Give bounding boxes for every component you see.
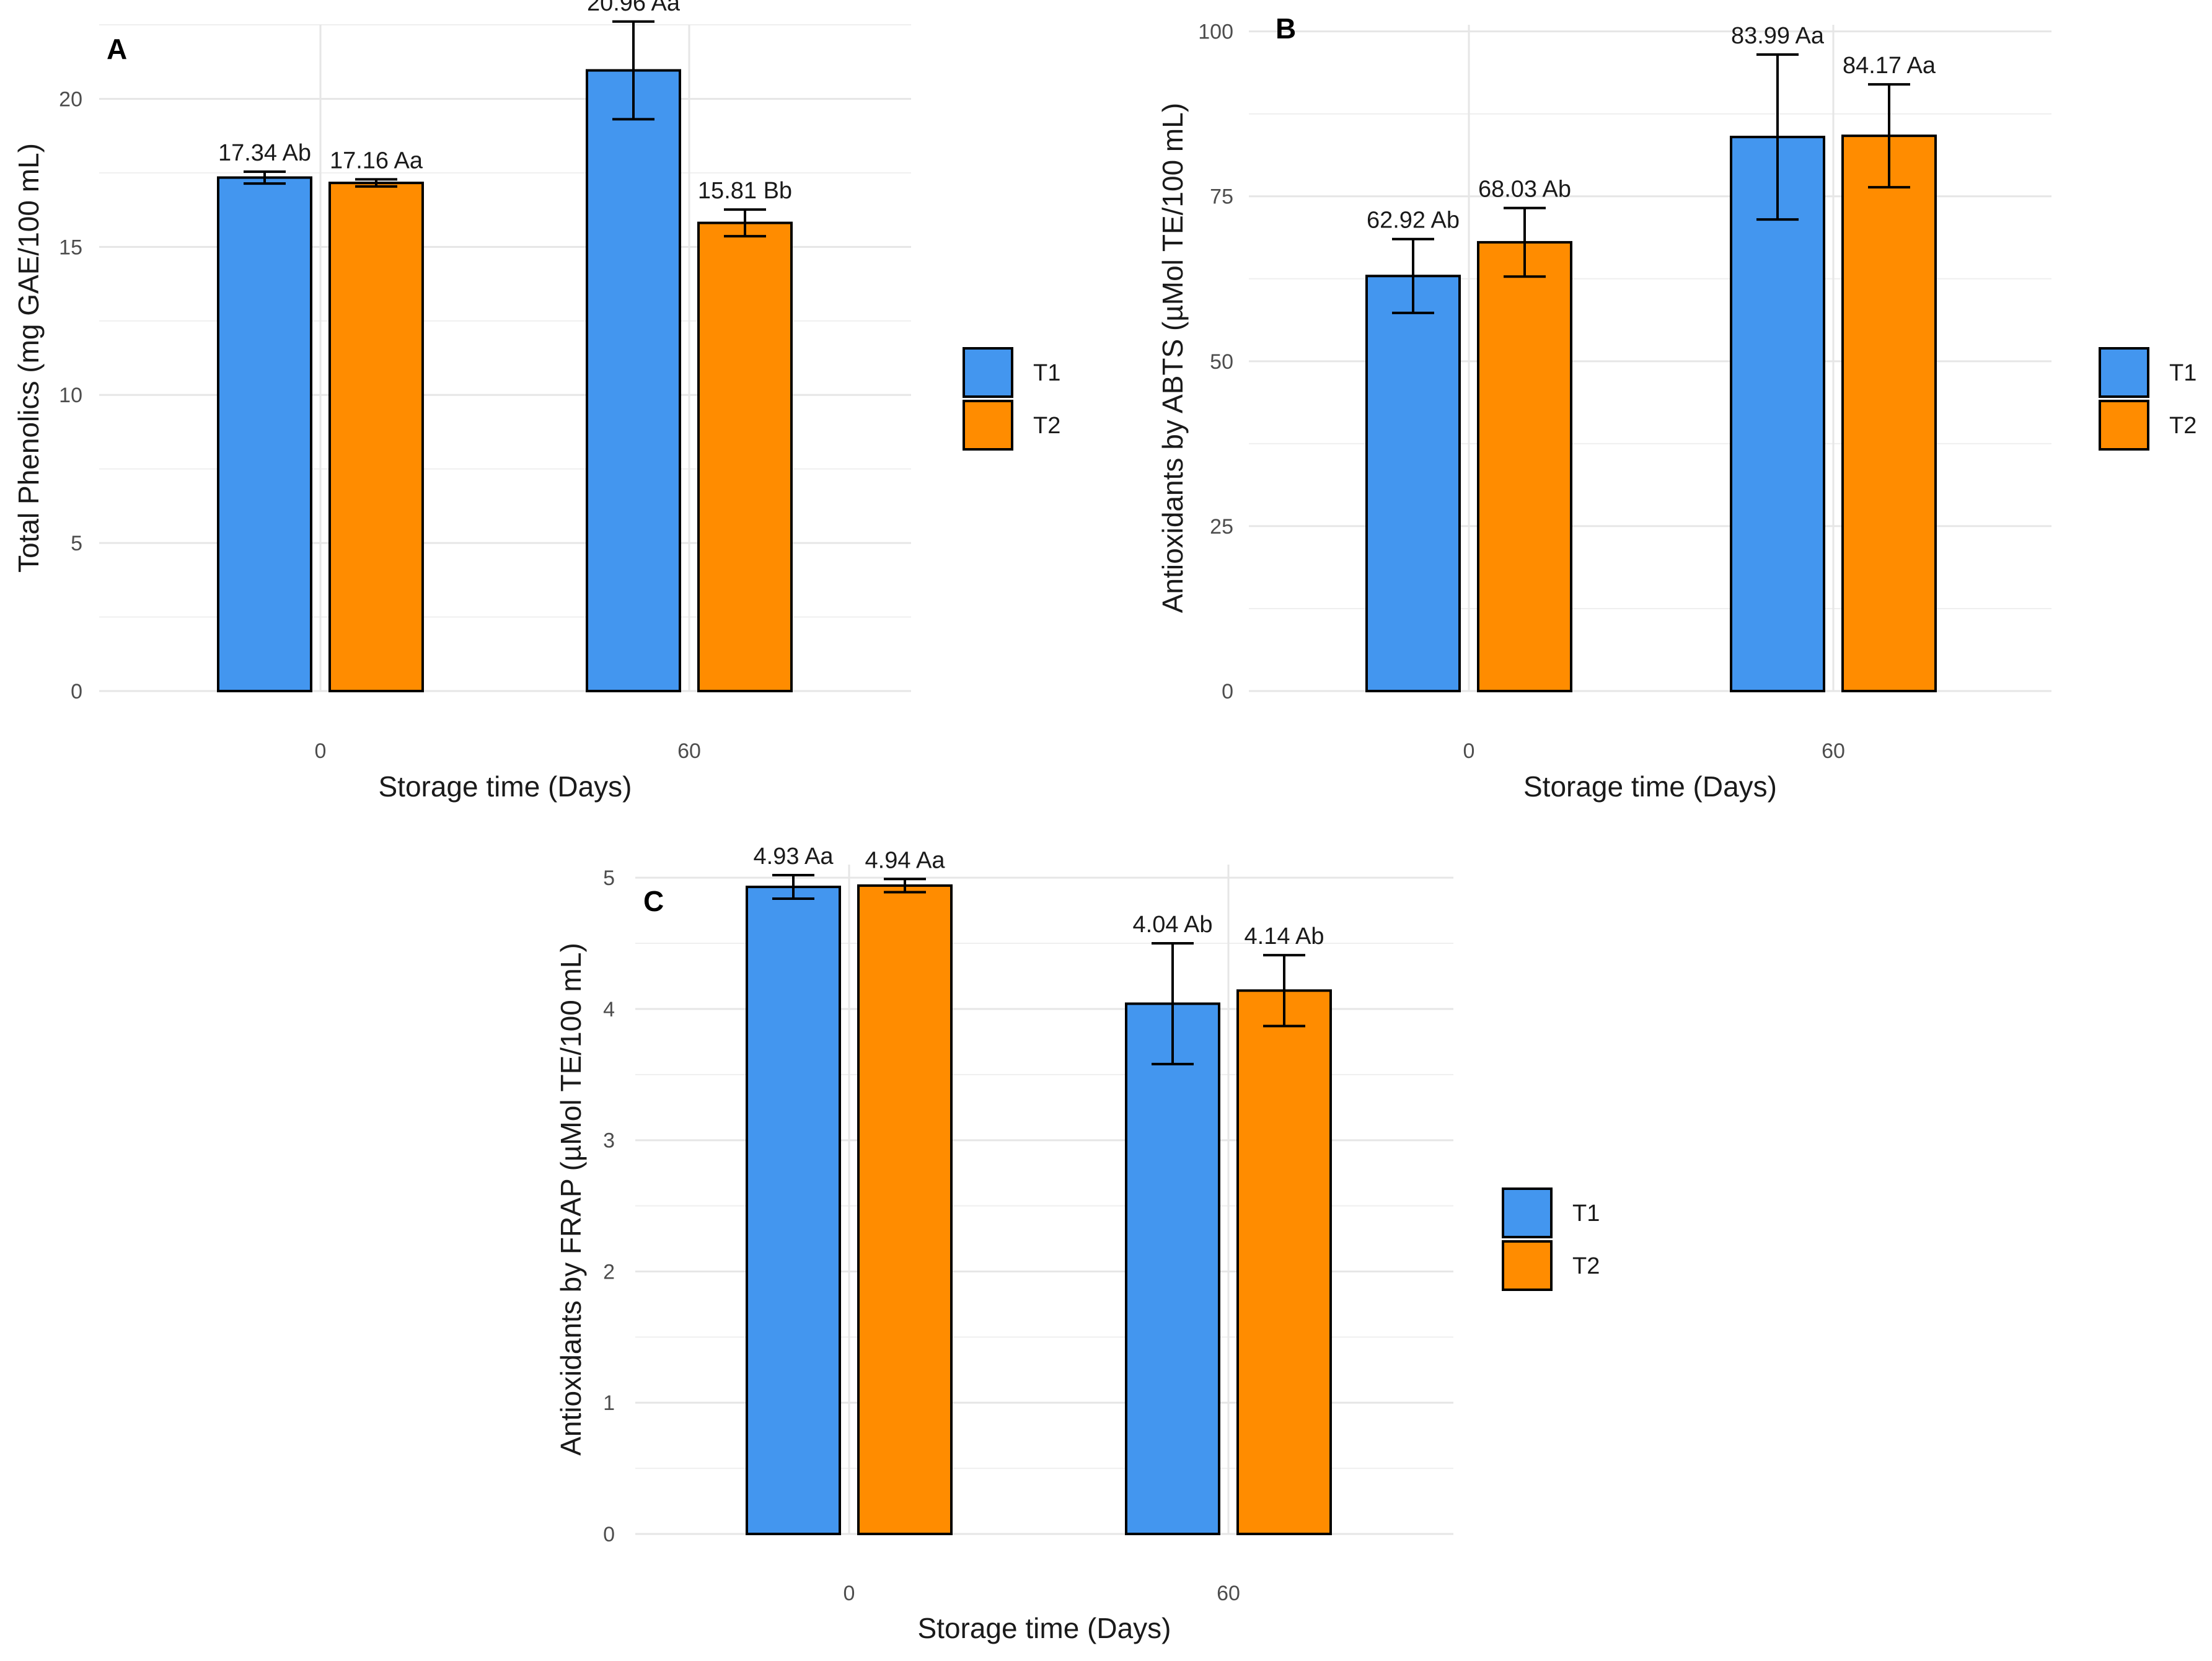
legend: T1 T2: [1502, 1187, 1600, 1291]
legend-label-t2: T2: [1572, 1253, 1600, 1279]
y-tick-label: 4: [603, 998, 615, 1021]
data-label: 17.34 Ab: [218, 140, 311, 166]
x-tick-label: 60: [677, 739, 701, 763]
y-tick-label: 10: [59, 384, 82, 407]
legend-label-t2: T2: [1033, 413, 1060, 439]
legend-label-t1: T1: [2169, 360, 2197, 386]
y-tick-label: 0: [1222, 680, 1233, 703]
x-axis-title: Storage time (Days): [917, 1612, 1171, 1644]
data-label: 68.03 Ab: [1478, 177, 1571, 203]
error-bar: [1504, 206, 1546, 278]
x-tick-label: 0: [315, 739, 327, 763]
data-label: 15.81 Bb: [698, 178, 792, 204]
chart-panel-c: 0 1 2 3 4 5 0 60 4.93 Aa 4.04 Ab 4.94 Aa 4.14 Ab Sto…: [555, 844, 1600, 1644]
error-bar: [772, 873, 814, 901]
data-label: 4.04 Ab: [1133, 912, 1213, 938]
legend-label-t1: T1: [1033, 360, 1060, 386]
bar-t2-60: [1236, 989, 1332, 1535]
bar-t2-60: [697, 221, 793, 692]
legend-key-t2: [1502, 1240, 1553, 1291]
error-bar: [244, 170, 286, 185]
x-tick-label: 0: [1463, 739, 1475, 763]
legend: T1 T2: [2099, 347, 2197, 451]
x-axis-title: Storage time (Days): [1523, 770, 1777, 803]
bar-t2-0: [1477, 240, 1572, 692]
legend-label-t1: T1: [1572, 1201, 1600, 1227]
bar-t2-0: [857, 884, 953, 1535]
y-tick-label: 15: [59, 236, 82, 259]
legend-label-t2: T2: [2169, 413, 2197, 439]
data-label: 84.17 Aa: [1843, 53, 1936, 79]
data-label: 83.99 Aa: [1731, 23, 1825, 49]
legend-key-t1: [2099, 347, 2149, 398]
error-bar: [1868, 83, 1910, 189]
bar-t1-60: [1125, 1002, 1220, 1535]
error-bar: [884, 878, 926, 894]
error-bar: [612, 20, 654, 121]
bar-t2-60: [1841, 134, 1937, 693]
error-bar: [1392, 237, 1434, 314]
legend-key-t2: [2099, 400, 2149, 451]
error-bar: [1756, 53, 1799, 221]
x-tick-label: 60: [1217, 1582, 1240, 1605]
bar-t1-60: [586, 69, 681, 693]
data-label: 20.96 Aa: [587, 0, 681, 16]
error-bar: [724, 208, 766, 238]
legend: T1 T2: [963, 347, 1060, 451]
legend-key-t1: [963, 347, 1013, 398]
bar-t1-60: [1730, 136, 1825, 692]
y-tick-label: 5: [603, 866, 615, 890]
bar-t1-0: [746, 886, 841, 1535]
y-tick-label: 25: [1210, 515, 1233, 539]
data-label: 17.16 Aa: [330, 148, 423, 174]
data-label: 62.92 Ab: [1367, 208, 1460, 234]
x-axis-title: Storage time (Days): [378, 770, 632, 803]
data-label: 4.94 Aa: [865, 847, 946, 873]
x-tick-label: 60: [1822, 739, 1845, 763]
y-tick-label: 0: [71, 680, 82, 703]
y-tick-label: 0: [603, 1523, 615, 1546]
y-tick-label: 20: [59, 87, 82, 111]
error-bar: [355, 178, 397, 188]
y-tick-label: 5: [71, 532, 82, 555]
y-axis-title: Total Phenolics (mg GAE/100 mL): [12, 143, 45, 573]
chart-panel-b: 0 25 50 75 100 0 60 62.92 Ab 83.99 Aa 68.03 Ab 84.…: [1157, 12, 2197, 803]
bar-t1-0: [1365, 275, 1461, 692]
y-tick-label: 100: [1198, 20, 1233, 44]
y-tick-label: 2: [603, 1260, 615, 1284]
y-tick-label: 3: [603, 1129, 615, 1153]
legend-key-t2: [963, 400, 1013, 451]
error-bar: [1263, 954, 1305, 1028]
panel-tag: C: [643, 885, 664, 917]
data-label: 4.93 Aa: [754, 844, 834, 870]
error-bar: [1152, 942, 1194, 1065]
y-tick-label: 50: [1210, 350, 1233, 374]
y-axis-title: Antioxidants by FRAP (µMol TE/100 mL): [555, 943, 587, 1456]
panel-tag: A: [107, 33, 127, 65]
bar-t2-0: [328, 182, 424, 692]
y-tick-label: 1: [603, 1391, 615, 1415]
y-tick-label: 75: [1210, 185, 1233, 209]
panel-tag: B: [1276, 12, 1296, 45]
y-axis-title: Antioxidants by ABTS (µMol TE/100 mL): [1157, 103, 1189, 613]
bar-t1-0: [217, 176, 312, 692]
x-tick-label: 0: [844, 1582, 855, 1605]
chart-panel-a: 0 5 10 15 20 0 60 17.34 Ab 20.96 Aa 17.16 Aa 15.81…: [12, 0, 1060, 803]
data-label: 4.14 Ab: [1245, 923, 1324, 949]
legend-key-t1: [1502, 1187, 1553, 1238]
